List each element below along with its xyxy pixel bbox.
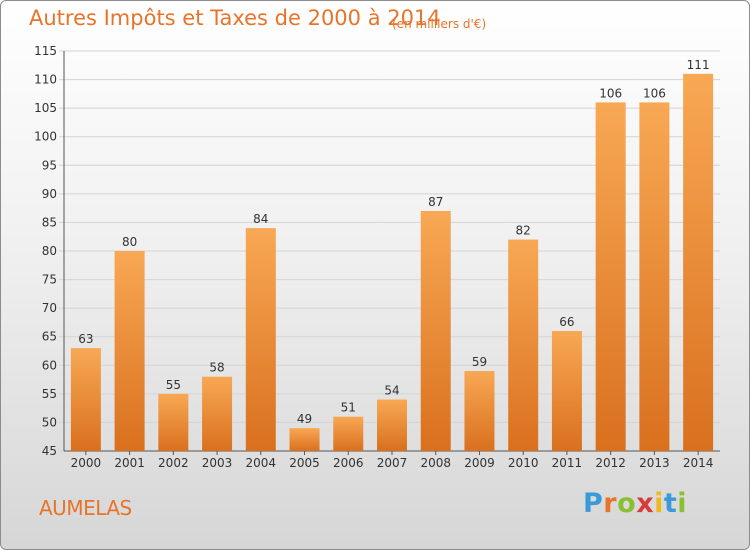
x-tick-label: 2005 xyxy=(289,456,320,470)
bar xyxy=(464,371,495,451)
y-tick-label: 95 xyxy=(42,158,57,172)
bar xyxy=(158,393,189,451)
y-tick-label: 45 xyxy=(42,444,57,458)
logo-letter: t xyxy=(663,488,678,519)
data-label: 51 xyxy=(341,401,356,415)
x-tick-label: 2008 xyxy=(420,456,451,470)
y-tick-label: 80 xyxy=(42,244,57,258)
bar xyxy=(245,228,276,451)
data-label: 49 xyxy=(297,412,312,426)
data-label: 111 xyxy=(687,58,710,72)
bar xyxy=(420,211,451,451)
bar xyxy=(377,399,407,451)
y-tick-label: 75 xyxy=(42,273,57,287)
chart-title: Autres Impôts et Taxes de 2000 à 2014 xyxy=(29,6,441,30)
bar xyxy=(289,428,320,451)
logo-letter: i xyxy=(654,488,664,519)
data-label: 55 xyxy=(166,378,181,392)
y-tick-label: 65 xyxy=(42,330,57,344)
logo-letter: P xyxy=(583,488,604,519)
x-tick-label: 2001 xyxy=(114,456,145,470)
bar xyxy=(70,348,101,451)
y-tick-label: 50 xyxy=(42,415,57,429)
bar xyxy=(551,331,582,451)
x-tick-label: 2009 xyxy=(464,456,495,470)
x-tick-label: 2000 xyxy=(71,456,102,470)
x-tick-label: 2010 xyxy=(508,456,539,470)
commune-name: AUMELAS xyxy=(39,496,132,520)
x-tick-label: 2002 xyxy=(158,456,189,470)
proxiti-logo: Proxiti xyxy=(583,488,687,519)
data-label: 106 xyxy=(643,86,666,100)
bar xyxy=(595,102,626,451)
y-tick-label: 115 xyxy=(34,44,57,58)
data-label: 82 xyxy=(516,224,531,238)
bar xyxy=(508,239,539,451)
bar xyxy=(683,73,714,451)
bar xyxy=(114,251,145,451)
logo-letter: o xyxy=(617,488,637,519)
x-tick-label: 2011 xyxy=(552,456,583,470)
y-tick-label: 105 xyxy=(34,101,57,115)
data-label: 63 xyxy=(78,332,93,346)
x-tick-label: 2004 xyxy=(246,456,277,470)
y-tick-label: 60 xyxy=(42,358,57,372)
bar xyxy=(639,102,670,451)
x-tick-label: 2012 xyxy=(595,456,626,470)
x-tick-label: 2007 xyxy=(377,456,408,470)
data-label: 66 xyxy=(559,315,574,329)
y-tick-label: 100 xyxy=(34,130,57,144)
y-tick-label: 70 xyxy=(42,301,57,315)
logo-letter: x xyxy=(636,488,655,519)
bar xyxy=(333,416,364,451)
logo-letter: i xyxy=(677,488,688,519)
bar xyxy=(202,376,233,451)
x-tick-label: 2003 xyxy=(202,456,233,470)
chart-unit: (en milliers d'€) xyxy=(392,17,487,31)
data-label: 84 xyxy=(253,212,268,226)
data-label: 80 xyxy=(122,235,137,249)
y-tick-label: 110 xyxy=(34,73,57,87)
y-tick-label: 55 xyxy=(42,387,57,401)
x-tick-label: 2006 xyxy=(333,456,364,470)
data-label: 59 xyxy=(472,355,487,369)
data-label: 58 xyxy=(209,361,224,375)
x-tick-label: 2014 xyxy=(683,456,714,470)
x-tick-label: 2013 xyxy=(639,456,670,470)
data-label: 106 xyxy=(599,86,622,100)
data-label: 54 xyxy=(384,384,399,398)
y-tick-label: 90 xyxy=(42,187,57,201)
y-tick-label: 85 xyxy=(42,215,57,229)
logo-letter: r xyxy=(603,488,618,519)
data-label: 87 xyxy=(428,195,443,209)
